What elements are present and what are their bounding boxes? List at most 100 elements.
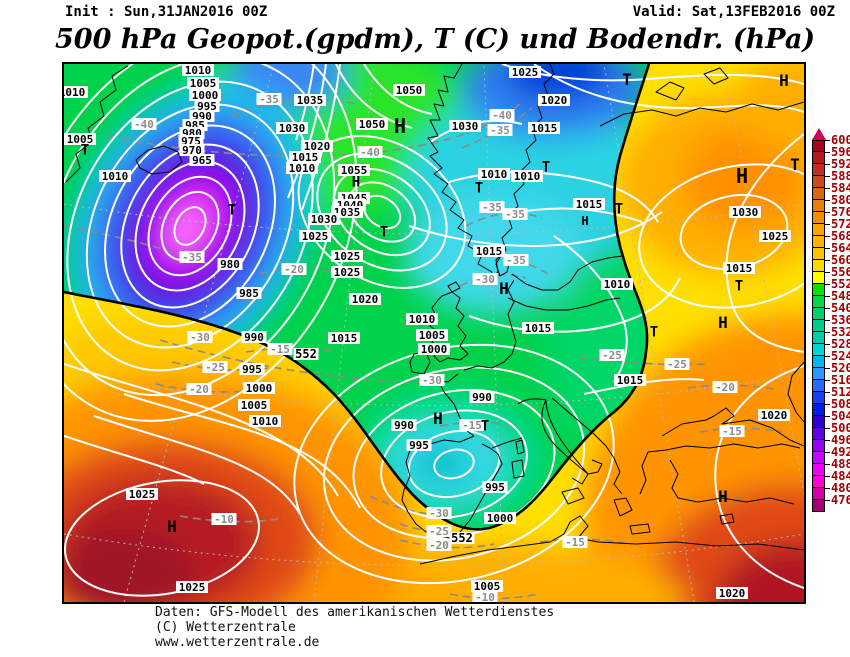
pressure-label: 980 bbox=[217, 258, 243, 271]
pressure-label: 1015 bbox=[522, 322, 554, 335]
svg-text:-35: -35 bbox=[482, 201, 502, 214]
svg-text:1050: 1050 bbox=[359, 118, 386, 131]
colorbar-tick bbox=[825, 488, 830, 489]
temperature-label: -25 bbox=[202, 361, 228, 374]
temperature-label: -15 bbox=[459, 419, 485, 432]
svg-text:1015: 1015 bbox=[476, 245, 503, 258]
colorbar-label: 564 bbox=[831, 241, 850, 255]
svg-text:-35: -35 bbox=[505, 208, 525, 221]
svg-text:1010: 1010 bbox=[289, 162, 316, 175]
temperature-label: -35 bbox=[487, 124, 513, 137]
temperature-label: -30 bbox=[426, 507, 452, 520]
svg-text:-25: -25 bbox=[602, 349, 622, 362]
svg-text:1030: 1030 bbox=[452, 120, 479, 133]
svg-text:985: 985 bbox=[239, 287, 259, 300]
svg-text:-10: -10 bbox=[475, 591, 495, 602]
colorbar-tick bbox=[825, 368, 830, 369]
pressure-label: 1015 bbox=[723, 262, 755, 275]
colorbar-segment bbox=[812, 416, 825, 428]
pressure-label: 1000 bbox=[243, 382, 275, 395]
svg-text:-40: -40 bbox=[134, 118, 154, 131]
geopotential-label: 552 bbox=[293, 347, 319, 361]
pressure-label: 990 bbox=[391, 419, 417, 432]
colorbar-tick bbox=[825, 344, 830, 345]
pressure-label: 1035 bbox=[294, 94, 326, 107]
svg-text:552: 552 bbox=[451, 531, 473, 545]
temperature-label: -35 bbox=[503, 254, 529, 267]
svg-text:-35: -35 bbox=[506, 254, 526, 267]
temperature-label: -40 bbox=[131, 118, 157, 131]
svg-text:-20: -20 bbox=[284, 263, 304, 276]
colorbar-tick bbox=[825, 296, 830, 297]
svg-text:1000: 1000 bbox=[421, 343, 448, 356]
svg-text:-30: -30 bbox=[475, 273, 495, 286]
svg-text:-25: -25 bbox=[429, 525, 449, 538]
colorbar-segment bbox=[812, 356, 825, 368]
temperature-label: -10 bbox=[211, 513, 237, 526]
isobar-contours bbox=[64, 64, 804, 597]
pressure-label: 1015 bbox=[328, 332, 360, 345]
low-pressure-marker: T bbox=[228, 203, 236, 219]
colorbar-segment bbox=[812, 152, 825, 164]
svg-text:-25: -25 bbox=[667, 358, 687, 371]
pressure-label: 1015 bbox=[289, 151, 321, 164]
svg-text:970: 970 bbox=[182, 144, 202, 157]
pressure-label: 1010 bbox=[99, 170, 131, 183]
temperature-label: -40 bbox=[357, 146, 383, 159]
pressure-label: 1010 bbox=[406, 313, 438, 326]
high-pressure-marker: H bbox=[718, 487, 728, 506]
svg-text:-15: -15 bbox=[462, 419, 482, 432]
svg-text:-15: -15 bbox=[270, 343, 290, 356]
svg-text:1020: 1020 bbox=[541, 94, 568, 107]
colorbar-label: 500 bbox=[831, 421, 850, 435]
colorbar-segment bbox=[812, 488, 825, 500]
colorbar-label: 588 bbox=[831, 169, 850, 183]
svg-text:-20: -20 bbox=[715, 381, 735, 394]
colorbar-label: 536 bbox=[831, 313, 850, 327]
colorbar-segment bbox=[812, 140, 825, 152]
low-pressure-marker: T bbox=[615, 202, 623, 218]
high-pressure-marker: H bbox=[499, 279, 509, 298]
temperature-label: -20 bbox=[281, 263, 307, 276]
pressure-label: 1025 bbox=[299, 230, 331, 243]
svg-text:1000: 1000 bbox=[487, 512, 514, 525]
pressure-label: 1020 bbox=[538, 94, 570, 107]
low-pressure-marker: T bbox=[650, 325, 658, 341]
colorbar-label: 560 bbox=[831, 253, 850, 267]
colorbar-tick bbox=[825, 164, 830, 165]
svg-text:1005: 1005 bbox=[67, 133, 94, 146]
svg-text:-35: -35 bbox=[182, 251, 202, 264]
colorbar-tick bbox=[825, 428, 830, 429]
colorbar-tick bbox=[825, 308, 830, 309]
pressure-label: 1025 bbox=[759, 230, 791, 243]
colorbar-tick bbox=[825, 476, 830, 477]
svg-text:1025: 1025 bbox=[179, 581, 206, 594]
colorbar-label: 576 bbox=[831, 205, 850, 219]
pressure-label: 1000 bbox=[418, 343, 450, 356]
colorbar-label: 568 bbox=[831, 229, 850, 243]
colorbar-label: 528 bbox=[831, 337, 850, 351]
svg-text:-25: -25 bbox=[205, 361, 225, 374]
svg-text:1025: 1025 bbox=[334, 266, 361, 279]
svg-text:-10: -10 bbox=[214, 513, 234, 526]
colorbar-tick bbox=[825, 284, 830, 285]
weather-map: 1010100510009959909859809759709651010100… bbox=[62, 62, 806, 604]
svg-text:990: 990 bbox=[244, 331, 264, 344]
colorbar-tick bbox=[825, 464, 830, 465]
low-pressure-marker: T bbox=[735, 279, 743, 295]
geopotential-label: 552 bbox=[449, 531, 475, 545]
colorbar-tick bbox=[825, 260, 830, 261]
colorbar-segment bbox=[812, 368, 825, 380]
pressure-label: 1010 bbox=[601, 278, 633, 291]
pressure-label: 1050 bbox=[393, 84, 425, 97]
colorbar-label: 512 bbox=[831, 385, 850, 399]
pressure-label: 1005 bbox=[416, 329, 448, 342]
svg-text:1025: 1025 bbox=[334, 250, 361, 263]
svg-text:-30: -30 bbox=[422, 374, 442, 387]
pressure-label: 1000 bbox=[189, 89, 221, 102]
colorbar-segment bbox=[812, 296, 825, 308]
colorbar-segments bbox=[812, 140, 826, 512]
pressure-label: 995 bbox=[406, 439, 432, 452]
colorbar-segment bbox=[812, 500, 825, 512]
temperature-label: -20 bbox=[426, 539, 452, 552]
